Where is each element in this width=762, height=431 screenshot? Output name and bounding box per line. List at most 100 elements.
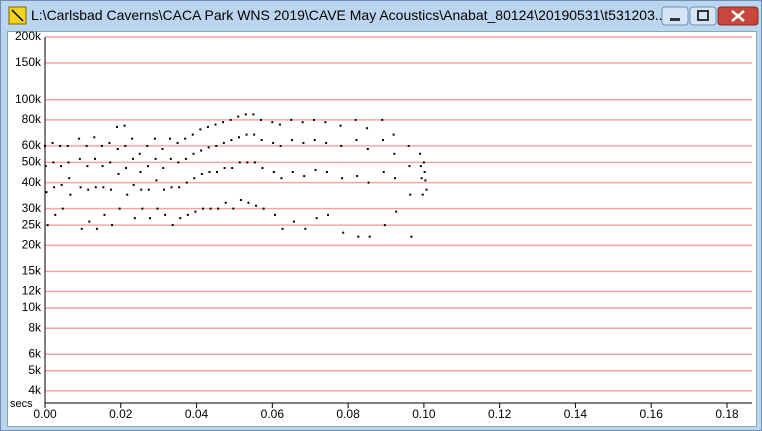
data-point [394,177,397,180]
data-point [340,144,343,147]
maximize-button[interactable] [689,6,717,26]
data-point [162,188,165,191]
data-point [156,207,159,210]
data-point [237,136,240,139]
data-point [238,161,241,164]
data-point [51,141,54,144]
data-point [304,227,307,230]
y-tick-label: 10k [22,300,42,314]
data-point [67,161,70,164]
data-point [280,177,283,180]
data-point [140,188,143,191]
data-point [381,118,384,121]
data-point [223,167,226,170]
data-point [383,224,386,227]
data-point [124,144,127,147]
window-buttons [661,6,759,26]
data-point [132,183,135,186]
data-point [261,167,264,170]
data-point [209,207,212,210]
data-point [177,161,180,164]
data-point [86,165,89,168]
data-point [273,213,276,216]
data-point [185,181,188,184]
data-point [422,161,425,164]
data-point [354,118,357,121]
data-point [325,141,328,144]
data-point [216,170,219,173]
data-point [87,188,90,191]
data-point [339,124,342,127]
data-point [146,144,149,147]
x-tick-label: 0.06 [261,407,285,421]
data-point [341,177,344,180]
data-point [171,224,174,227]
data-point [191,133,194,136]
data-point [253,133,256,136]
data-point [101,165,104,168]
y-tick-label: 40k [22,175,42,189]
data-point [44,144,46,147]
data-point [393,152,396,155]
data-point [281,227,284,230]
data-point [46,224,49,227]
data-point [424,179,427,182]
data-point [262,207,265,210]
data-point [109,188,112,191]
data-point [291,170,294,173]
data-point [303,175,306,178]
data-point [272,170,275,173]
data-point [52,161,55,164]
data-point [421,193,424,196]
data-point [291,139,294,142]
data-point [116,147,119,150]
data-point [186,213,189,216]
data-point [368,235,371,238]
data-point [314,168,317,171]
data-point [147,188,150,191]
data-point [230,139,233,142]
data-point [88,220,91,223]
data-point [395,210,398,213]
data-point [147,165,150,168]
data-point [252,113,255,116]
x-axis-label: secs [10,398,33,410]
data-point [69,193,72,196]
data-point [367,181,370,184]
data-point [208,170,211,173]
data-point [301,121,304,124]
data-point [302,141,305,144]
data-point [325,170,328,173]
data-point [115,125,118,128]
data-point [54,213,57,216]
data-point [313,139,316,142]
data-point [126,193,129,196]
data-point [111,224,114,227]
minimize-button[interactable] [661,6,689,26]
data-point [327,213,330,216]
close-button[interactable] [717,6,759,26]
title-bar: L:\Carlsbad Caverns\CACA Park WNS 2019\C… [1,1,761,31]
data-point [94,157,97,160]
data-point [244,113,247,116]
data-point [231,167,234,170]
data-point [423,170,426,173]
x-tick-label: 0.04 [185,407,209,421]
data-point [232,207,235,210]
data-point [382,170,385,173]
y-tick-label: 20k [22,237,42,251]
data-point [148,217,151,220]
window-title: L:\Carlsbad Caverns\CACA Park WNS 2019\C… [31,7,667,23]
y-tick-label: 8k [28,320,42,334]
data-point [356,175,359,178]
data-point [357,235,360,238]
data-point [162,167,165,170]
data-point [259,118,262,121]
data-point [366,147,369,150]
data-point [278,123,281,126]
data-point [392,133,395,136]
data-point [192,152,195,155]
client-area [7,31,757,427]
data-point [247,201,250,204]
